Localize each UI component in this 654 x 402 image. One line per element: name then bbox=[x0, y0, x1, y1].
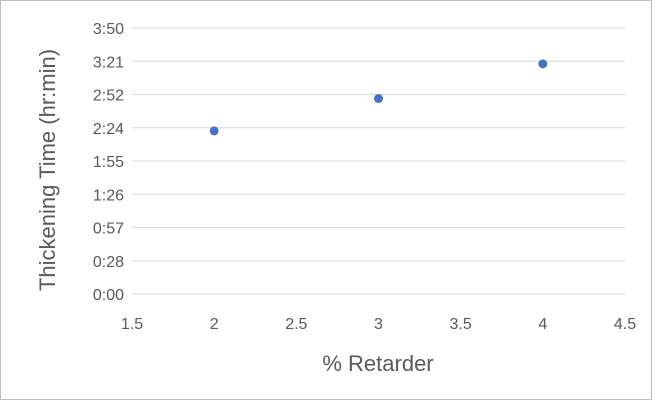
data-point bbox=[209, 126, 219, 136]
x-tick-label: 2 bbox=[210, 316, 219, 333]
x-tick-label: 4.5 bbox=[614, 316, 636, 333]
x-axis-ticks: 1.5 2 2.5 3 3.5 4 4.5 bbox=[121, 316, 636, 333]
x-tick-label: 2.5 bbox=[285, 316, 307, 333]
x-tick-label: 1.5 bbox=[121, 316, 143, 333]
y-tick-label: 2:24 bbox=[93, 121, 124, 138]
data-point bbox=[374, 94, 383, 104]
y-tick-label: 2:52 bbox=[93, 88, 124, 105]
x-tick-label: 3 bbox=[374, 316, 383, 333]
y-tick-label: 0:00 bbox=[93, 287, 124, 304]
y-tick-label: 1:55 bbox=[93, 154, 124, 171]
y-tick-label: 0:28 bbox=[93, 254, 124, 271]
y-tick-label: 1:26 bbox=[93, 187, 124, 204]
data-point bbox=[538, 59, 548, 69]
y-tick-label: 3:50 bbox=[93, 21, 124, 38]
gridlines bbox=[132, 27, 625, 295]
x-axis-title: % Retarder bbox=[322, 351, 433, 376]
y-axis-ticks: 0:00 0:28 0:57 1:26 1:55 2:24 2:52 3:21 3:50 bbox=[93, 21, 124, 304]
y-axis-title: Thickening Time (hr:min) bbox=[35, 49, 60, 291]
x-tick-label: 3.5 bbox=[450, 316, 472, 333]
y-tick-label: 3:21 bbox=[93, 54, 124, 71]
x-tick-label: 4 bbox=[538, 316, 547, 333]
data-points bbox=[209, 59, 548, 136]
y-tick-label: 0:57 bbox=[93, 221, 124, 238]
